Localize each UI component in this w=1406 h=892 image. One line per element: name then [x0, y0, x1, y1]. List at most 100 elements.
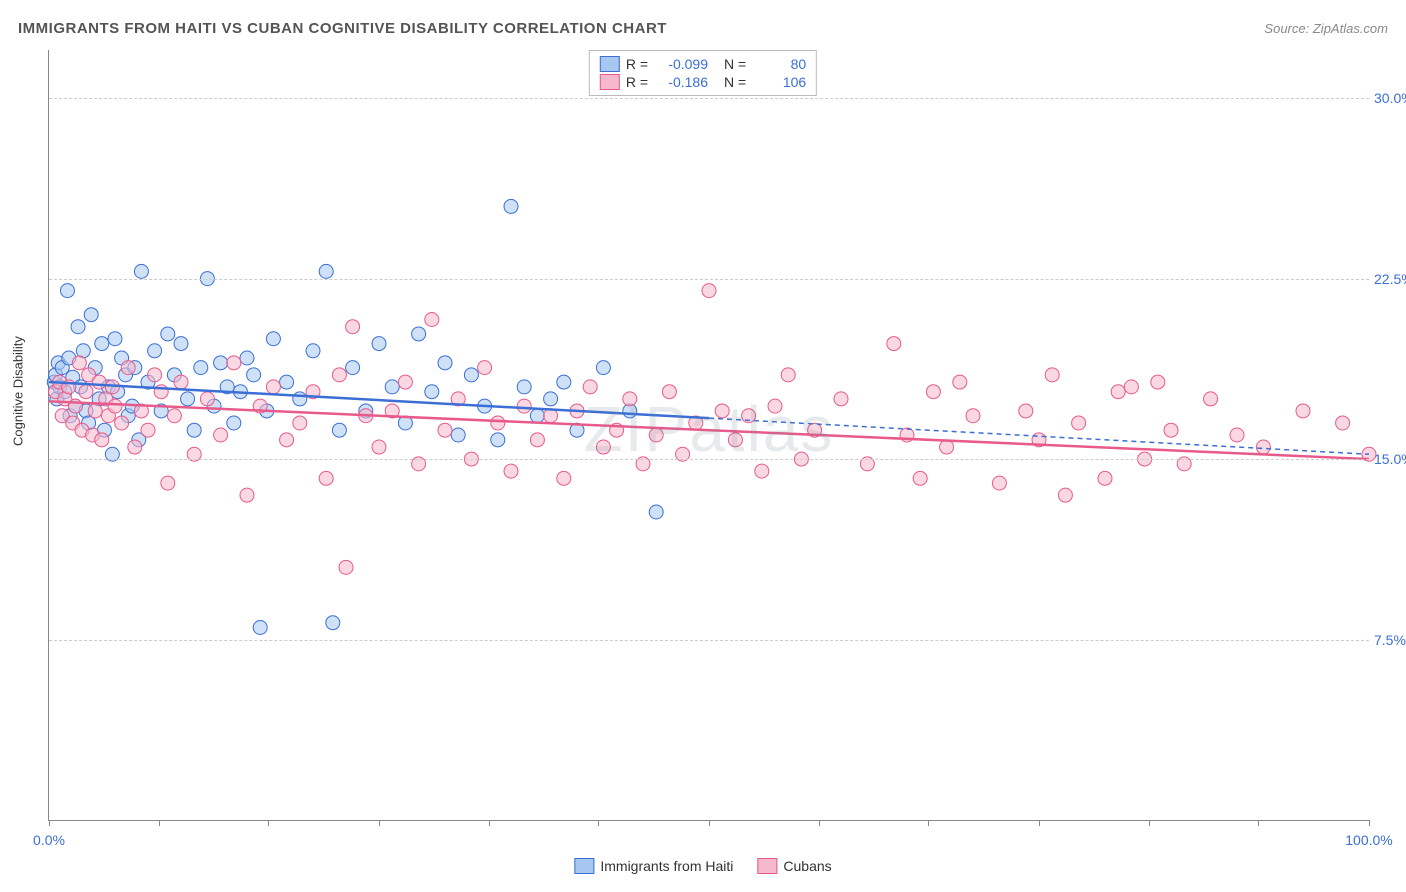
y-tick-label: 30.0%: [1374, 90, 1406, 106]
scatter-point: [319, 471, 333, 485]
gridline: [49, 640, 1369, 641]
scatter-point: [530, 409, 544, 423]
x-tick: [49, 820, 50, 826]
x-tick: [819, 820, 820, 826]
stats-legend: R = -0.099 N = 80R =-0.186N =106: [589, 50, 817, 96]
x-tick: [928, 820, 929, 826]
scatter-point: [306, 344, 320, 358]
legend-swatch: [600, 74, 620, 90]
scatter-point: [517, 399, 531, 413]
scatter-point: [108, 332, 122, 346]
x-tick: [709, 820, 710, 826]
scatter-point: [95, 433, 109, 447]
scatter-point: [728, 433, 742, 447]
chart-header: IMMIGRANTS FROM HAITI VS CUBAN COGNITIVE…: [18, 20, 1388, 37]
scatter-point: [372, 440, 386, 454]
scatter-point: [398, 375, 412, 389]
scatter-point: [385, 380, 399, 394]
legend-swatch: [757, 858, 777, 874]
scatter-point: [194, 361, 208, 375]
scatter-point: [372, 337, 386, 351]
scatter-point: [966, 409, 980, 423]
scatter-point: [200, 392, 214, 406]
series-name: Cubans: [783, 858, 831, 874]
scatter-point: [167, 409, 181, 423]
scatter-point: [464, 368, 478, 382]
scatter-point: [161, 476, 175, 490]
gridline: [49, 279, 1369, 280]
scatter-point: [187, 423, 201, 437]
scatter-point: [266, 332, 280, 346]
scatter-point: [95, 337, 109, 351]
scatter-point: [715, 404, 729, 418]
x-axis-label-left: 0.0%: [33, 832, 65, 848]
series-legend: Immigrants from Haiti Cubans: [574, 858, 831, 874]
scatter-point: [1336, 416, 1350, 430]
y-tick-label: 15.0%: [1374, 451, 1406, 467]
scatter-point: [181, 392, 195, 406]
scatter-point: [332, 368, 346, 382]
x-tick: [489, 820, 490, 826]
scatter-point: [1164, 423, 1178, 437]
scatter-point: [438, 423, 452, 437]
scatter-point: [992, 476, 1006, 490]
scatter-point: [425, 385, 439, 399]
x-tick: [598, 820, 599, 826]
y-axis-title: Cognitive Disability: [11, 336, 26, 446]
scatter-point: [913, 471, 927, 485]
scatter-point: [583, 380, 597, 394]
legend-swatch: [574, 858, 594, 874]
scatter-point: [121, 361, 135, 375]
stats-legend-row: R =-0.186N =106: [600, 73, 806, 91]
scatter-point: [953, 375, 967, 389]
scatter-point: [293, 416, 307, 430]
legend-r-value: -0.099: [658, 56, 708, 72]
scatter-point: [768, 399, 782, 413]
x-tick: [159, 820, 160, 826]
scatter-point: [1204, 392, 1218, 406]
scatter-point: [88, 404, 102, 418]
scatter-point: [280, 433, 294, 447]
scatter-point: [557, 375, 571, 389]
legend-r-label: R =: [626, 56, 648, 72]
legend-r-value: -0.186: [658, 74, 708, 90]
legend-n-label: N =: [724, 56, 746, 72]
scatter-point: [544, 392, 558, 406]
scatter-point: [834, 392, 848, 406]
scatter-point: [128, 440, 142, 454]
scatter-point: [247, 368, 261, 382]
scatter-point: [346, 361, 360, 375]
scatter-point: [1296, 404, 1310, 418]
x-tick: [268, 820, 269, 826]
scatter-point: [227, 356, 241, 370]
scatter-point: [755, 464, 769, 478]
scatter-point: [79, 385, 93, 399]
scatter-point: [1072, 416, 1086, 430]
scatter-point: [926, 385, 940, 399]
legend-n-value: 80: [756, 56, 806, 72]
scatter-point: [1045, 368, 1059, 382]
scatter-point: [346, 320, 360, 334]
scatter-point: [491, 433, 505, 447]
chart-title: IMMIGRANTS FROM HAITI VS CUBAN COGNITIVE…: [18, 20, 667, 37]
scatter-point: [596, 440, 610, 454]
x-tick: [1039, 820, 1040, 826]
series-name: Immigrants from Haiti: [600, 858, 733, 874]
scatter-point: [253, 621, 267, 635]
legend-n-value: 106: [756, 74, 806, 90]
scatter-point: [134, 264, 148, 278]
x-tick: [1369, 820, 1370, 826]
scatter-point: [596, 361, 610, 375]
gridline: [49, 98, 1369, 99]
scatter-point: [60, 284, 74, 298]
scatter-point: [141, 423, 155, 437]
scatter-point: [451, 428, 465, 442]
x-tick: [379, 820, 380, 826]
stats-legend-row: R = -0.099 N = 80: [600, 55, 806, 73]
x-tick: [1149, 820, 1150, 826]
scatter-point: [240, 351, 254, 365]
scatter-point: [1124, 380, 1138, 394]
scatter-point: [781, 368, 795, 382]
scatter-point: [214, 428, 228, 442]
scatter-point: [1098, 471, 1112, 485]
